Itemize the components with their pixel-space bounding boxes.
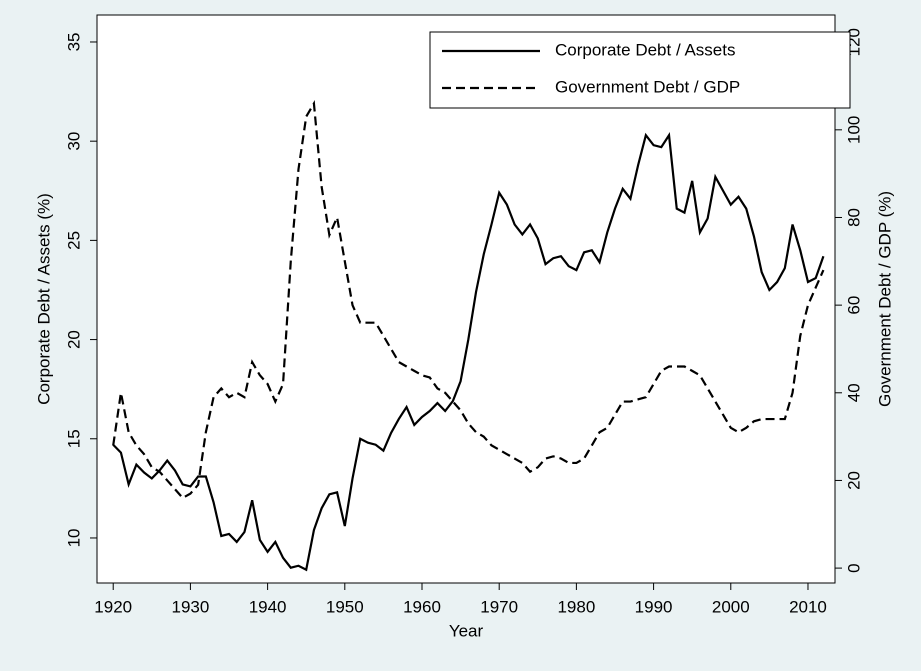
y2-tick-label: 20 bbox=[844, 471, 863, 490]
legend-label: Corporate Debt / Assets bbox=[555, 40, 735, 59]
y-tick-label: 30 bbox=[64, 132, 83, 151]
y-tick-label: 35 bbox=[64, 33, 83, 52]
y2-tick-label: 40 bbox=[844, 383, 863, 402]
y2-axis-title: Government Debt / GDP (%) bbox=[875, 191, 894, 407]
legend-box bbox=[429, 31, 851, 109]
x-tick-label: 1930 bbox=[171, 597, 209, 616]
y2-tick-label: 80 bbox=[844, 208, 863, 227]
legend-label: Government Debt / GDP bbox=[555, 77, 740, 96]
x-tick-label: 1960 bbox=[403, 597, 441, 616]
y-tick-label: 10 bbox=[64, 529, 83, 548]
x-tick-label: 1990 bbox=[635, 597, 673, 616]
x-tick-label: 1940 bbox=[249, 597, 287, 616]
plot-area bbox=[96, 14, 836, 584]
x-tick-label: 1950 bbox=[326, 597, 364, 616]
y-tick-label: 20 bbox=[64, 330, 83, 349]
y-tick-label: 25 bbox=[64, 231, 83, 250]
data-line bbox=[112, 100, 825, 500]
data-line bbox=[112, 132, 825, 572]
x-tick-label: 2010 bbox=[789, 597, 827, 616]
x-axis-title: Year bbox=[449, 621, 484, 640]
x-tick-label: 2000 bbox=[712, 597, 750, 616]
x-tick-label: 1970 bbox=[480, 597, 518, 616]
y2-tick-label: 0 bbox=[844, 563, 863, 572]
x-tick-label: 1920 bbox=[94, 597, 132, 616]
y2-tick-label: 100 bbox=[844, 116, 863, 144]
y-tick-label: 15 bbox=[64, 429, 83, 448]
y2-tick-label: 60 bbox=[844, 296, 863, 315]
x-tick-label: 1980 bbox=[557, 597, 595, 616]
y-axis-title: Corporate Debt / Assets (%) bbox=[34, 193, 53, 405]
